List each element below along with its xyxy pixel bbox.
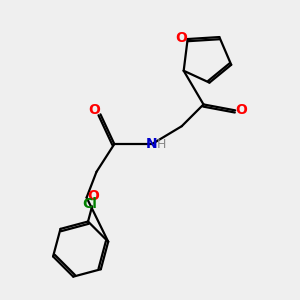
Text: N: N [146,137,157,151]
Text: O: O [87,189,99,202]
Text: H: H [157,138,166,151]
Text: O: O [88,103,100,117]
Text: Cl: Cl [83,197,98,211]
Text: O: O [175,31,187,45]
Text: O: O [235,103,247,117]
